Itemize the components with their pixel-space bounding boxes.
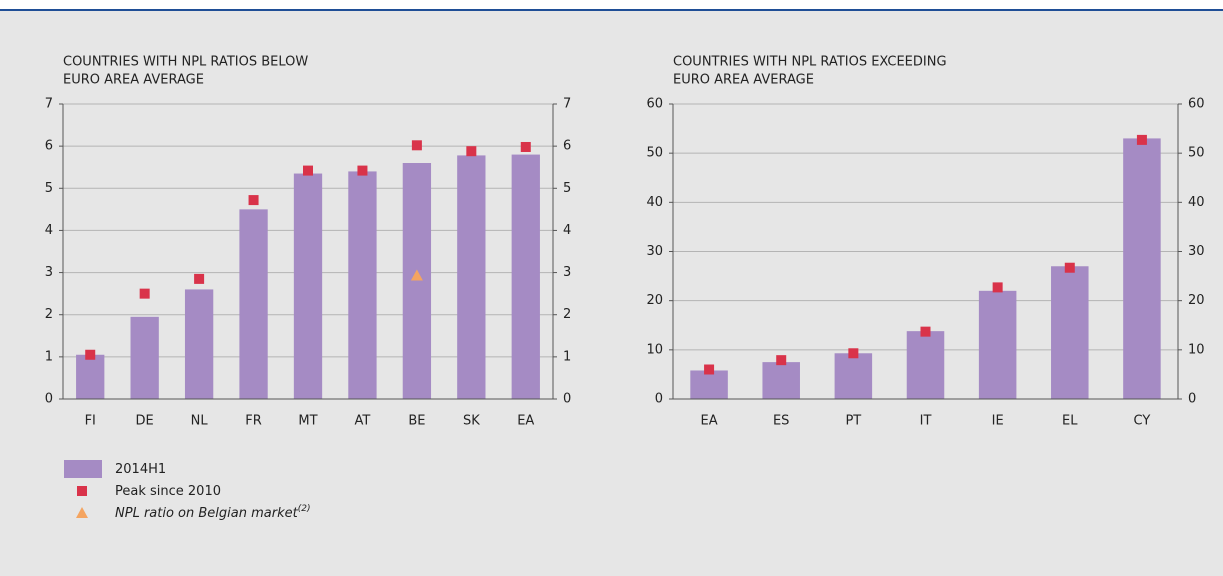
y2-tick-label: 20 xyxy=(1188,293,1205,308)
bar xyxy=(239,209,268,399)
y2-tick-label: 60 xyxy=(1188,97,1205,112)
triangle-marker xyxy=(410,269,423,281)
peak-marker xyxy=(1136,134,1147,145)
x-tick-label: CY xyxy=(1134,414,1151,429)
y2-tick-label: 0 xyxy=(1188,392,1196,407)
peak-marker xyxy=(466,146,477,157)
peak-marker xyxy=(411,140,422,151)
bar xyxy=(690,370,728,399)
peak-marker xyxy=(194,273,205,284)
bar xyxy=(762,362,800,399)
bar xyxy=(1051,266,1089,399)
y2-tick-label: 50 xyxy=(1188,146,1205,161)
y-tick-label: 40 xyxy=(646,195,663,210)
peak-marker xyxy=(520,141,531,152)
legend-label: Peak since 2010 xyxy=(115,484,221,499)
y-tick-label: 5 xyxy=(45,181,53,196)
legend-text: 2014H1 xyxy=(115,462,166,477)
peak-marker xyxy=(85,349,96,360)
y2-tick-label: 2 xyxy=(563,307,571,322)
bar xyxy=(348,171,377,399)
bar xyxy=(402,163,432,399)
x-tick-label: BE xyxy=(408,414,425,429)
chart-title: COUNTRIES WITH NPL RATIOS EXCEEDING xyxy=(673,55,947,70)
peak-marker xyxy=(139,288,150,299)
bar xyxy=(511,154,540,399)
y-tick-label: 0 xyxy=(45,392,53,407)
x-tick-label: ES xyxy=(773,414,789,429)
bar xyxy=(834,353,873,399)
x-tick-label: SK xyxy=(463,414,480,429)
x-tick-label: DE xyxy=(136,414,154,429)
bar xyxy=(184,289,214,399)
bar xyxy=(130,316,159,399)
x-tick-label: MT xyxy=(298,414,317,429)
y-tick-label: 6 xyxy=(45,139,53,154)
y2-tick-label: 1 xyxy=(563,349,571,364)
peak-marker xyxy=(920,326,931,337)
y-tick-label: 7 xyxy=(45,97,53,112)
legend-swatch xyxy=(77,486,87,496)
x-tick-label: EA xyxy=(517,414,534,429)
y2-tick-label: 4 xyxy=(563,223,571,238)
y-tick-label: 10 xyxy=(646,342,663,357)
legend-label: 2014H1 xyxy=(115,462,166,477)
x-tick-label: FR xyxy=(245,414,262,429)
y-tick-label: 60 xyxy=(646,97,663,112)
peak-marker xyxy=(357,165,368,176)
peak-marker xyxy=(704,364,715,375)
y2-tick-label: 30 xyxy=(1188,244,1205,259)
y2-tick-label: 7 xyxy=(563,97,571,112)
y2-tick-label: 40 xyxy=(1188,195,1205,210)
peak-marker xyxy=(303,165,313,176)
x-tick-label: EL xyxy=(1062,414,1078,429)
chart-title: COUNTRIES WITH NPL RATIOS BELOW xyxy=(63,55,308,70)
legend-swatch xyxy=(76,507,88,518)
top-margin xyxy=(0,0,1223,10)
legend-text: Peak since 2010 xyxy=(115,484,221,499)
y-tick-label: 20 xyxy=(646,293,663,308)
y-tick-label: 3 xyxy=(45,265,53,280)
y-tick-label: 2 xyxy=(45,307,53,322)
x-tick-label: IE xyxy=(992,414,1004,429)
peak-marker xyxy=(992,282,1003,293)
peak-marker xyxy=(776,355,787,366)
y-tick-label: 1 xyxy=(45,349,53,364)
peak-marker xyxy=(1064,262,1075,273)
y2-tick-label: 5 xyxy=(563,181,571,196)
x-tick-label: PT xyxy=(845,414,861,429)
chart-title: EURO AREA AVERAGE xyxy=(673,73,814,88)
bar xyxy=(457,155,486,399)
bar xyxy=(76,354,105,399)
x-tick-label: NL xyxy=(191,414,209,429)
y-tick-label: 30 xyxy=(646,244,663,259)
legend-label: NPL ratio on Belgian market(2) xyxy=(115,504,310,521)
bar xyxy=(1123,138,1161,399)
x-tick-label: AT xyxy=(355,414,371,429)
x-tick-label: IT xyxy=(920,414,932,429)
legend-swatch xyxy=(64,460,102,478)
legend-text: NPL ratio on Belgian market xyxy=(115,506,299,521)
peak-marker xyxy=(848,348,859,359)
legend-note: (2) xyxy=(298,504,311,514)
y2-tick-label: 0 xyxy=(563,392,571,407)
x-tick-label: FI xyxy=(85,414,96,429)
y-tick-label: 50 xyxy=(646,146,663,161)
y2-tick-label: 3 xyxy=(563,265,571,280)
bar xyxy=(978,290,1017,399)
bar xyxy=(906,331,945,399)
y2-tick-label: 10 xyxy=(1188,342,1205,357)
bar xyxy=(293,173,323,399)
y-tick-label: 4 xyxy=(45,223,53,238)
chart-title: EURO AREA AVERAGE xyxy=(63,73,204,88)
peak-marker xyxy=(248,195,259,206)
y2-tick-label: 6 xyxy=(563,139,571,154)
x-tick-label: EA xyxy=(701,414,718,429)
y-tick-label: 0 xyxy=(655,392,663,407)
